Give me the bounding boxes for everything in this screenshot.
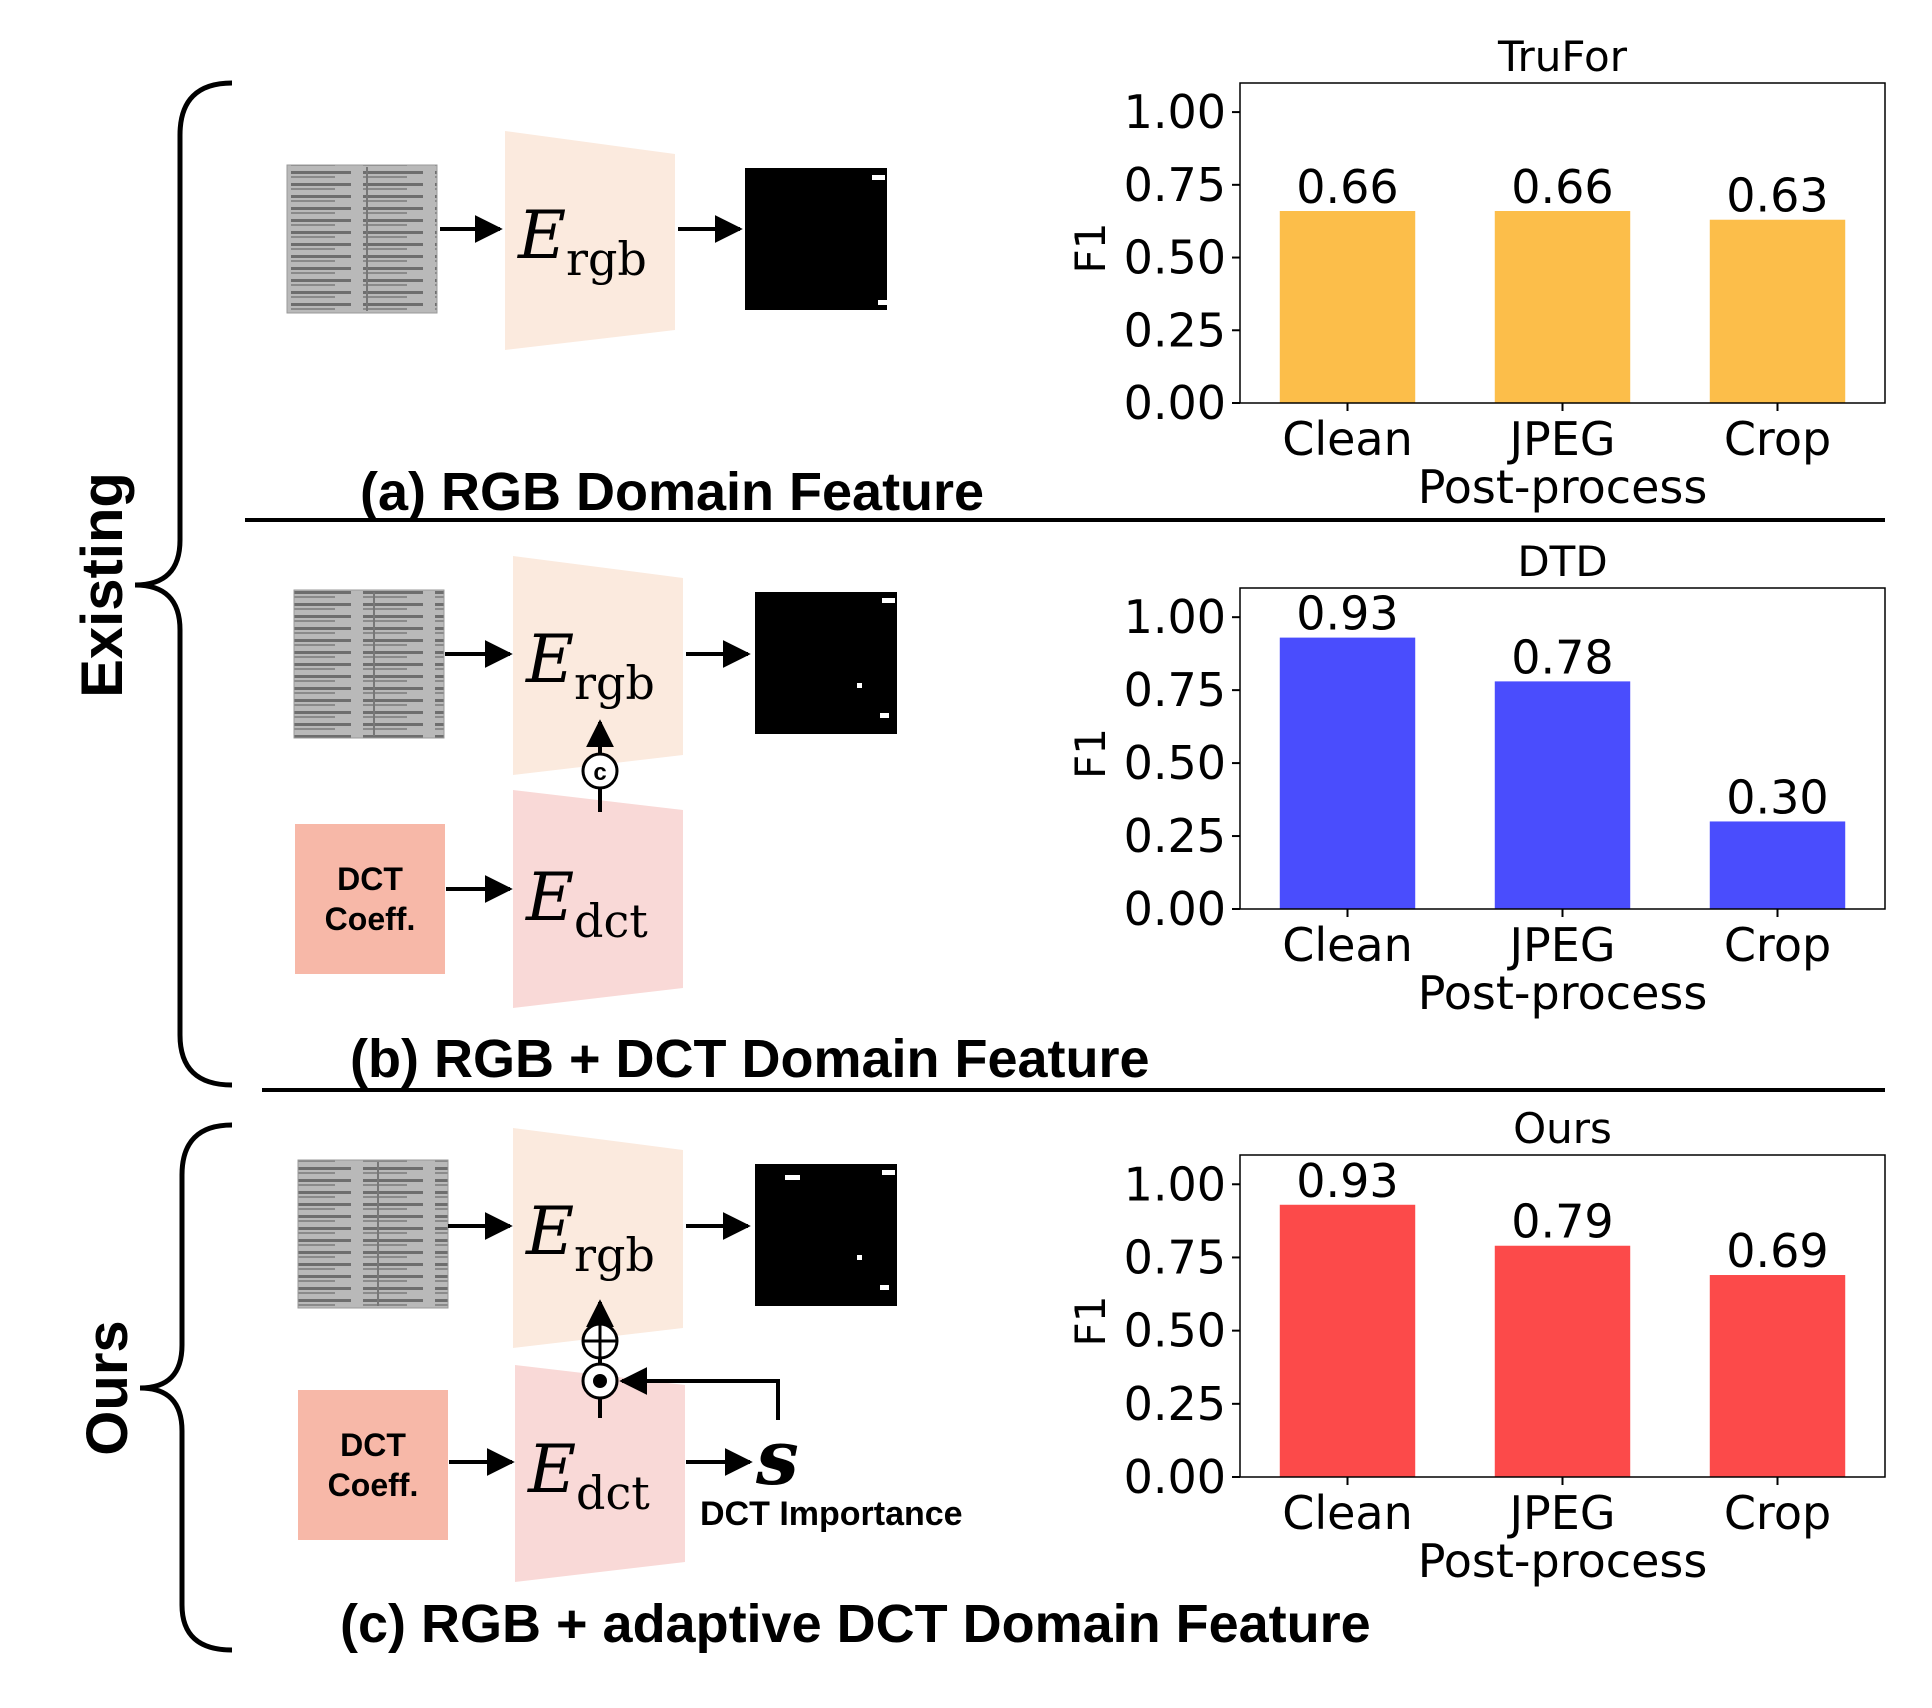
chart-title: Ours — [1513, 1104, 1612, 1153]
prediction-mask — [755, 592, 897, 734]
y-tick-label: 0.75 — [1124, 158, 1226, 212]
bar-value-label: 0.30 — [1726, 770, 1828, 824]
x-tick-label: JPEG — [1506, 918, 1615, 972]
y-axis-label: F1 — [1066, 223, 1115, 274]
y-axis-label: F1 — [1066, 1296, 1115, 1347]
rgb-encoder-subscript: rgb — [574, 656, 655, 710]
dct-coeff-label: DCT Coeff. — [325, 861, 416, 937]
bar-value-label: 0.93 — [1296, 587, 1398, 641]
plot-frame — [1239, 1154, 1886, 1478]
bar-value-label: 0.66 — [1511, 160, 1613, 214]
x-tick-label: Clean — [1282, 412, 1413, 466]
dct-coeff-label: DCT Coeff. — [328, 1427, 419, 1503]
rgb-encoder-subscript: rgb — [566, 232, 647, 286]
y-tick-label: 0.25 — [1124, 303, 1226, 357]
x-axis-label: Post-process — [1418, 460, 1708, 514]
bar-value-label: 0.78 — [1511, 630, 1613, 684]
trufor-chart: 0.66 Clean 0.66 JPEG 0.63 Crop 0.00 0.25 0.50 0.7… — [1066, 32, 1886, 514]
arrow — [619, 1367, 780, 1420]
multiply-icon-dot — [593, 1374, 607, 1388]
x-tick-label: Crop — [1724, 918, 1831, 972]
concat-symbol: c — [593, 759, 606, 786]
plot-frame — [1239, 587, 1886, 910]
importance-symbol: s — [755, 1413, 799, 1502]
y-tick-label: 0.75 — [1124, 663, 1226, 717]
ours-bracket — [139, 1122, 233, 1653]
dtd-chart: 0.93 Clean 0.78 JPEG 0.30 Crop 0.00 0.25 0.50 0.7… — [1066, 537, 1886, 1020]
bar-jpeg — [1494, 211, 1631, 403]
y-tick-label: 0.00 — [1124, 1450, 1226, 1504]
dct-coeff-box — [298, 1390, 448, 1540]
x-tick-label: JPEG — [1506, 412, 1615, 466]
x-tick-label: JPEG — [1506, 1486, 1615, 1540]
x-axis-label: Post-process — [1418, 1534, 1708, 1588]
existing-bracket — [134, 80, 233, 1088]
panel-c-caption: (c) RGB + adaptive DCT Domain Feature — [340, 1594, 1371, 1654]
y-tick-label: 0.25 — [1124, 809, 1226, 863]
x-tick-label: Clean — [1282, 918, 1413, 972]
concat-icon — [581, 752, 619, 790]
x-tick-label: Crop — [1724, 412, 1831, 466]
y-tick-label: 0.00 — [1124, 376, 1226, 430]
panel-c-diagram: E rgb E dct DCT Coeff. s DCT Importance (… — [297, 1128, 1371, 1654]
bar-value-label: 0.63 — [1726, 169, 1828, 223]
panel-b-caption: (b) RGB + DCT Domain Feature — [350, 1029, 1150, 1089]
prediction-mask — [745, 168, 887, 310]
document-image — [297, 1159, 449, 1309]
ours-bracket-label: Ours — [75, 1320, 140, 1455]
dct-coeff-box — [295, 824, 445, 974]
panel-a-caption: (a) RGB Domain Feature — [360, 462, 984, 522]
prediction-mask — [755, 1164, 897, 1306]
dct-encoder-subscript: dct — [576, 1466, 650, 1520]
rgb-encoder-label: E — [525, 621, 574, 698]
y-tick-label: 0.75 — [1124, 1230, 1226, 1284]
document-image — [293, 589, 445, 739]
plot-frame — [1239, 82, 1886, 404]
rgb-encoder-label: E — [525, 1193, 574, 1270]
bar-jpeg — [1494, 681, 1631, 909]
dct-encoder-label: E — [527, 1431, 576, 1508]
dct-encoder — [513, 790, 683, 1008]
y-tick-label: 1.00 — [1124, 1157, 1226, 1211]
y-tick-label: 1.00 — [1124, 85, 1226, 139]
importance-label: DCT Importance — [700, 1495, 963, 1533]
x-tick-label: Clean — [1282, 1486, 1413, 1540]
x-tick-label: Crop — [1724, 1486, 1831, 1540]
rgb-encoder-label: E — [517, 197, 566, 274]
bar-crop — [1709, 821, 1846, 909]
y-tick-label: 0.25 — [1124, 1377, 1226, 1431]
ours-chart: 0.93 Clean 0.79 JPEG 0.69 Crop 0.00 0.25 0.50 0.7… — [1066, 1104, 1886, 1588]
bar-crop — [1709, 1275, 1846, 1477]
y-tick-label: 0.50 — [1124, 1304, 1226, 1358]
rgb-encoder — [513, 556, 683, 775]
existing-bracket-label: Existing — [70, 472, 135, 698]
y-tick-label: 0.00 — [1124, 882, 1226, 936]
dct-encoder-label: E — [525, 859, 574, 936]
bar-jpeg — [1494, 1245, 1631, 1477]
bar-clean — [1279, 1204, 1416, 1477]
x-axis-label: Post-process — [1418, 966, 1708, 1020]
rgb-encoder-subscript: rgb — [574, 1228, 655, 1282]
bar-value-label: 0.93 — [1296, 1154, 1398, 1208]
dct-encoder — [515, 1365, 685, 1582]
rgb-encoder — [513, 1128, 683, 1348]
bar-clean — [1279, 211, 1416, 403]
y-tick-label: 1.00 — [1124, 590, 1226, 644]
y-tick-label: 0.50 — [1124, 231, 1226, 285]
panel-b-diagram: E rgb E dct DCT Coeff. c (b) RGB + DCT Do… — [293, 556, 1150, 1089]
bar-crop — [1709, 219, 1846, 403]
bar-value-label: 0.69 — [1726, 1224, 1828, 1278]
panel-a-diagram: E rgb (a) RGB Domain Feature — [286, 131, 984, 522]
document-image — [286, 164, 438, 314]
y-tick-label: 0.50 — [1124, 736, 1226, 790]
chart-title: DTD — [1517, 537, 1607, 586]
bar-clean — [1279, 637, 1416, 909]
bar-value-label: 0.66 — [1296, 160, 1398, 214]
rgb-encoder — [505, 131, 675, 350]
y-axis-label: F1 — [1066, 728, 1115, 779]
bar-value-label: 0.79 — [1511, 1195, 1613, 1249]
dct-encoder-subscript: dct — [574, 894, 648, 948]
chart-title: TruFor — [1497, 32, 1628, 81]
